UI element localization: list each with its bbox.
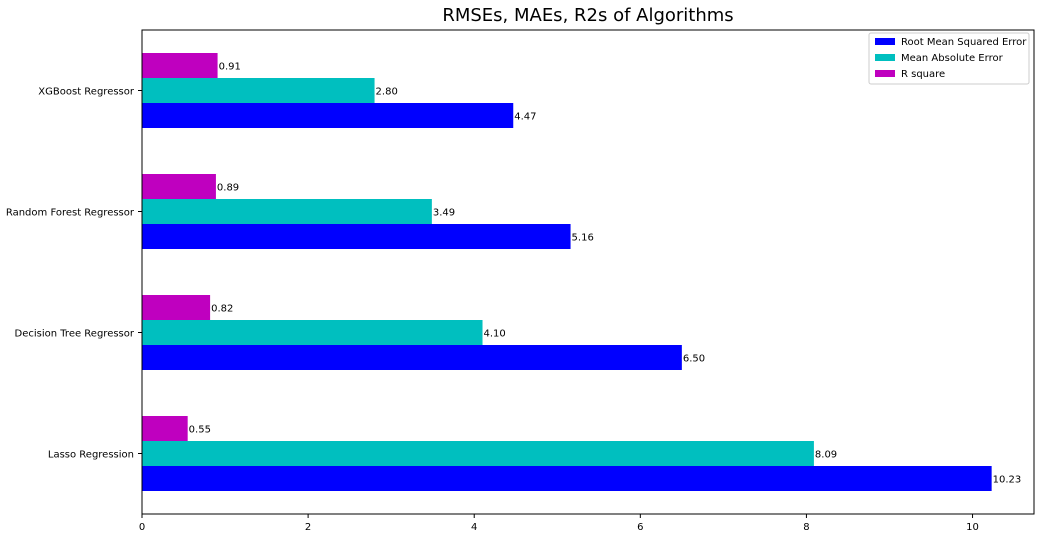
axes: Lasso Regression Decision Tree Regressor R…	[6, 29, 1035, 533]
legend-swatch-mean-absolute-error	[875, 54, 895, 61]
y-tick-label-random-forest-regressor: Random Forest Regressor	[6, 208, 135, 219]
y-tick-label-xgboost-regressor: XGBoost Regressor	[38, 87, 135, 98]
plot-area: 10.23 8.09 0.55 6.50 4.10 0.82 5.16 3.49 0.89 4.4…	[142, 53, 1021, 491]
bar-root-mean-squared-error-xgboost-regressor	[142, 103, 514, 128]
data-label-root-mean-squared-error-random-forest-regressor: 5.16	[572, 233, 594, 244]
data-label-r-square-random-forest-regressor: 0.89	[217, 183, 239, 194]
data-label-mean-absolute-error-decision-tree-regressor: 4.10	[484, 329, 506, 340]
bar-root-mean-squared-error-lasso-regression	[142, 466, 992, 491]
x-tick-label-10: 10	[966, 522, 979, 533]
data-label-root-mean-squared-error-lasso-regression: 10.23	[993, 475, 1022, 486]
x-tick-label-0: 0	[139, 522, 145, 533]
legend-label-r-square: R square	[901, 69, 945, 80]
bar-r-square-xgboost-regressor	[142, 53, 218, 78]
data-label-mean-absolute-error-xgboost-regressor: 2.80	[376, 87, 398, 98]
legend-label-mean-absolute-error: Mean Absolute Error	[901, 53, 1004, 64]
bar-r-square-decision-tree-regressor	[142, 295, 211, 320]
y-tick-label-lasso-regression: Lasso Regression	[48, 450, 134, 461]
legend-swatch-r-square	[875, 70, 895, 77]
bar-r-square-lasso-regression	[142, 416, 188, 441]
axes-frame	[141, 29, 1035, 515]
data-label-r-square-lasso-regression: 0.55	[189, 425, 211, 436]
y-tick-label-decision-tree-regressor: Decision Tree Regressor	[15, 329, 135, 340]
data-label-root-mean-squared-error-xgboost-regressor: 4.47	[514, 112, 536, 123]
legend: Root Mean Squared Error Mean Absolute Err…	[868, 32, 1030, 85]
x-tick-label-4: 4	[471, 522, 477, 533]
bar-mean-absolute-error-random-forest-regressor	[142, 199, 432, 224]
bar-r-square-random-forest-regressor	[142, 174, 216, 199]
data-label-r-square-xgboost-regressor: 0.91	[219, 62, 241, 73]
legend-label-root-mean-squared-error: Root Mean Squared Error	[901, 37, 1027, 48]
x-tick-label-6: 6	[637, 522, 643, 533]
bar-mean-absolute-error-xgboost-regressor	[142, 78, 375, 103]
bar-root-mean-squared-error-random-forest-regressor	[142, 224, 571, 249]
data-label-r-square-decision-tree-regressor: 0.82	[211, 304, 233, 315]
data-label-root-mean-squared-error-decision-tree-regressor: 6.50	[683, 354, 705, 365]
bar-mean-absolute-error-lasso-regression	[142, 441, 814, 466]
bar-mean-absolute-error-decision-tree-regressor	[142, 320, 483, 345]
x-tick-label-8: 8	[803, 522, 809, 533]
legend-swatch-root-mean-squared-error	[875, 38, 895, 45]
chart-title: RMSEs, MAEs, R2s of Algorithms	[442, 5, 733, 26]
data-label-mean-absolute-error-lasso-regression: 8.09	[815, 450, 837, 461]
bar-root-mean-squared-error-decision-tree-regressor	[142, 345, 682, 370]
legend-box	[868, 32, 1030, 85]
data-label-mean-absolute-error-random-forest-regressor: 3.49	[433, 208, 455, 219]
x-tick-label-2: 2	[305, 522, 311, 533]
